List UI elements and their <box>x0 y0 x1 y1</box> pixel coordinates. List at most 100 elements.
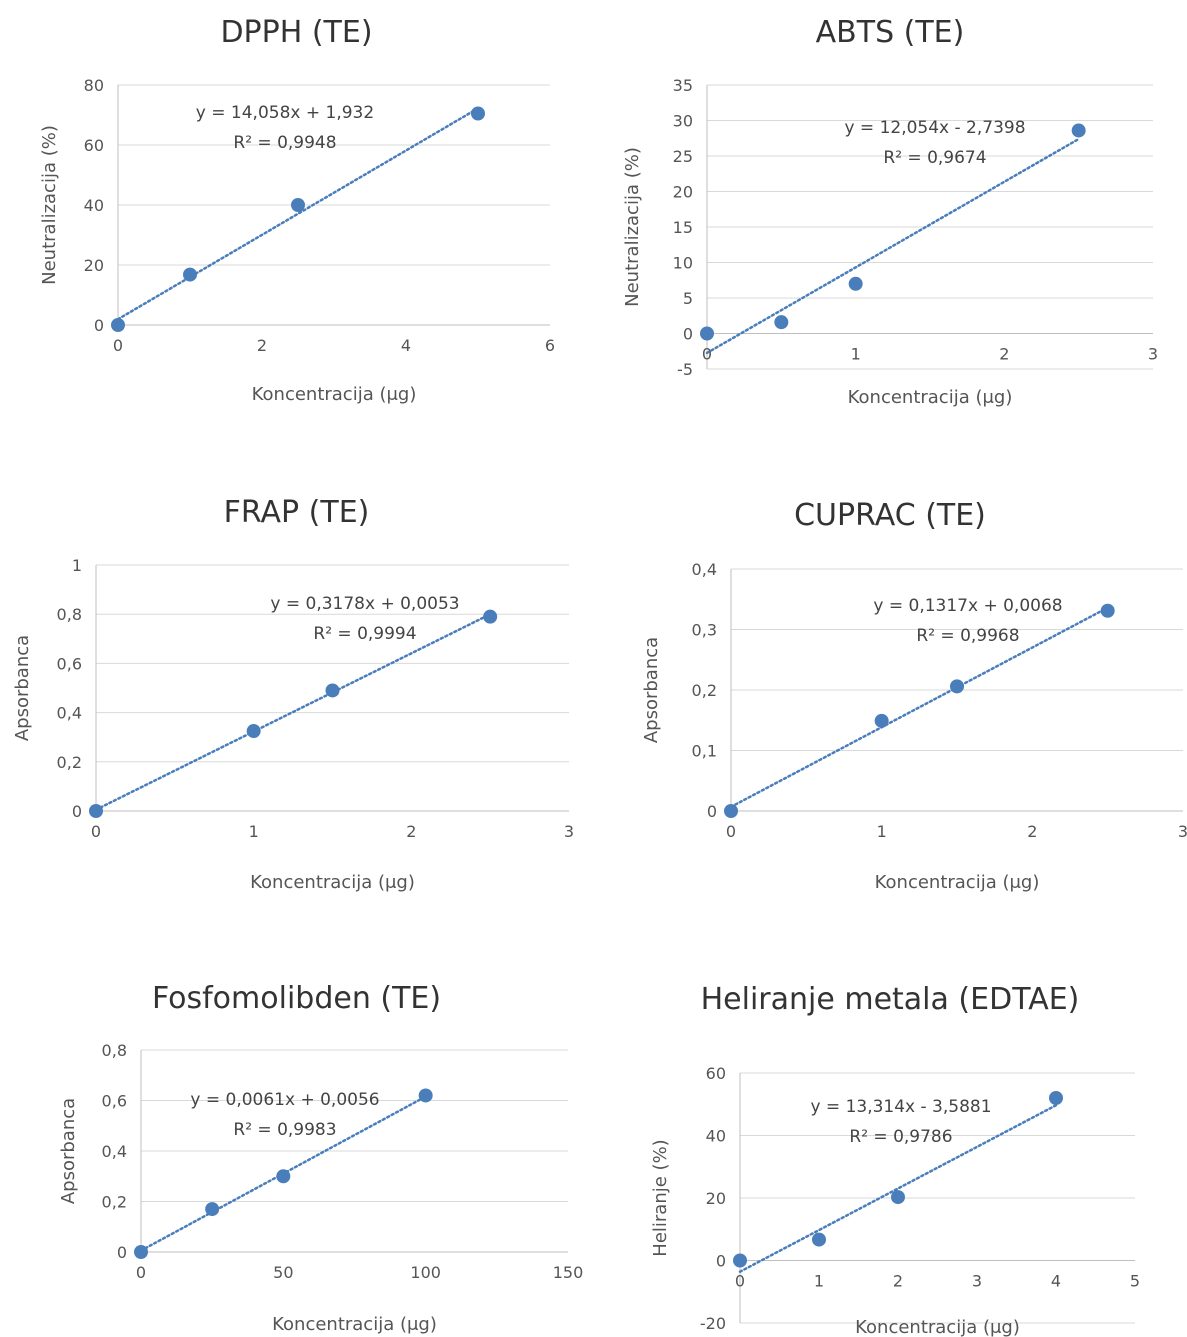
y-tick-label: 30 <box>673 112 693 131</box>
y-tick-label: 0 <box>117 1243 127 1262</box>
trendline <box>729 606 1109 809</box>
y-tick-label: 40 <box>706 1127 726 1146</box>
x-tick-label: 1 <box>249 822 259 841</box>
r-squared-label: R² = 0,9948 <box>233 133 336 153</box>
y-tick-label: 0 <box>683 325 693 344</box>
trendline <box>116 107 480 321</box>
x-tick-label: 0 <box>726 822 736 841</box>
chart-svg: FRAP (TE) 0 0,2 0,4 0,6 0,8 1 0 1 2 3 Koncentracija… <box>12 495 574 893</box>
data-point <box>1071 123 1086 138</box>
chart-svg: Fosfomolibden (TE) 0 0,2 0,4 0,6 0,8 0 50 100 150… <box>58 981 584 1335</box>
y-axis-label: Heliranje (%) <box>650 1139 671 1256</box>
y-tick-label: 0 <box>707 802 717 821</box>
y-tick-label: 40 <box>84 196 104 215</box>
data-point <box>724 804 738 818</box>
r-squared-label: R² = 0,9786 <box>849 1127 952 1147</box>
y-tick-label: 0,2 <box>692 681 717 700</box>
x-tick-label: 3 <box>1178 822 1187 841</box>
chart-abts: ABTS (TE)-5051015202530350123Koncentraci… <box>593 0 1187 420</box>
y-tick-label: 0,6 <box>57 654 82 673</box>
x-tick-label: 2 <box>893 1272 903 1291</box>
chart-cuprac: CUPRAC (TE) 0 0,1 0,2 0,3 0,4 0 1 2 3 Koncentracij… <box>593 480 1187 900</box>
r-squared-label: R² = 0,9983 <box>233 1120 336 1140</box>
chart-svg: Heliranje metala (EDTAE) -20 0 20 40 60 0 1 2 3 4 5… <box>650 982 1140 1337</box>
y-tick-label: 35 <box>673 76 693 95</box>
y-tick-label: 0,2 <box>57 753 82 772</box>
x-tick-label: 0 <box>136 1263 146 1282</box>
data-point <box>111 318 125 332</box>
x-axis-label: Koncentracija (μg) <box>252 384 417 405</box>
y-tick-label: 0,6 <box>102 1092 127 1111</box>
x-tick-label: 50 <box>273 1263 293 1282</box>
chart-title: FRAP (TE) <box>224 495 370 530</box>
y-tick-label: 20 <box>706 1189 726 1208</box>
chart-dpph: DPPH (TE) 0 20 40 60 80 0 2 4 6 Koncentracija (μg)… <box>0 0 593 420</box>
data-point <box>291 198 305 212</box>
data-point <box>483 609 498 624</box>
chart-title: DPPH (TE) <box>220 15 372 50</box>
x-tick-label: 2 <box>257 336 267 355</box>
data-point <box>183 267 197 282</box>
y-axis-label: Apsorbanca <box>58 1098 79 1204</box>
chart-svg: DPPH (TE) 0 20 40 60 80 0 2 4 6 Koncentracija (μg)… <box>39 15 555 405</box>
y-tick-label: 0,8 <box>57 605 82 624</box>
y-tick-label: 0,1 <box>692 742 717 761</box>
x-tick-label: 0 <box>735 1272 745 1291</box>
x-tick-label: 150 <box>553 1263 584 1282</box>
y-tick-label: 0,4 <box>102 1142 127 1161</box>
y-tick-label: 0 <box>72 802 82 821</box>
x-tick-label: 4 <box>401 336 411 355</box>
y-axis-label: Neutralizacija (%) <box>39 125 60 285</box>
x-tick-label: 3 <box>1148 345 1158 364</box>
y-tick-label: -5 <box>677 360 693 379</box>
y-tick-label: 0,4 <box>57 704 82 723</box>
chart-title: Fosfomolibden (TE) <box>152 981 441 1016</box>
x-tick-label: 0 <box>113 336 123 355</box>
y-tick-label: 0,2 <box>102 1193 127 1212</box>
x-tick-label: 3 <box>972 1272 982 1291</box>
data-point <box>418 1088 433 1103</box>
y-tick-label: 0,3 <box>692 621 717 640</box>
data-point <box>134 1245 148 1259</box>
x-tick-label: 2 <box>1027 822 1037 841</box>
data-point <box>471 106 485 121</box>
chart-heliranje: Heliranje metala (EDTAE) -20 0 20 40 60 0 1 2 3 4 5… <box>593 905 1187 1337</box>
y-tick-label: 0 <box>94 316 104 335</box>
x-axis-label: Koncentracija (μg) <box>848 387 1013 408</box>
chart-svg: CUPRAC (TE) 0 0,1 0,2 0,3 0,4 0 1 2 3 Koncentracij… <box>641 498 1187 893</box>
chart-fosfomolibden: Fosfomolibden (TE) 0 0,2 0,4 0,6 0,8 0 50 100 150… <box>0 905 593 1337</box>
chart-title: ABTS (TE) <box>816 15 965 50</box>
y-tick-label: 20 <box>673 183 693 202</box>
x-tick-label: 0 <box>91 822 101 841</box>
y-axis-label: Apsorbanca <box>12 635 33 741</box>
data-point <box>848 276 863 291</box>
x-tick-label: 1 <box>814 1272 824 1291</box>
trendline-equation: y = 14,058x + 1,932 <box>196 103 374 123</box>
trendline-equation: y = 12,054x - 2,7398 <box>844 118 1025 138</box>
r-squared-label: R² = 0,9674 <box>883 148 986 168</box>
trendline-equation: y = 0,3178x + 0,0053 <box>270 594 459 614</box>
y-tick-label: 20 <box>84 256 104 275</box>
y-tick-label: 1 <box>72 556 82 575</box>
trendline-equation: y = 13,314x - 3,5881 <box>810 1097 991 1117</box>
trendline <box>705 137 1080 355</box>
y-tick-label: 60 <box>84 136 104 155</box>
data-point <box>1100 603 1115 618</box>
data-point <box>950 679 964 694</box>
x-tick-label: 1 <box>851 345 861 364</box>
trendline <box>738 1104 1058 1273</box>
chart-svg: ABTS (TE)-5051015202530350123Koncentraci… <box>622 15 1158 408</box>
data-point <box>733 1253 747 1268</box>
x-axis-label: Koncentracija (μg) <box>272 1314 437 1335</box>
y-tick-label: 0,4 <box>692 560 717 579</box>
x-tick-label: 3 <box>564 822 574 841</box>
data-point <box>874 713 889 728</box>
x-axis-label: Koncentracija (μg) <box>250 872 415 893</box>
y-axis-label: Neutralizacija (%) <box>622 147 643 307</box>
trendline <box>94 612 492 811</box>
y-tick-label: 25 <box>673 147 693 166</box>
data-point <box>891 1190 905 1205</box>
data-point <box>205 1202 220 1217</box>
data-point <box>812 1232 826 1247</box>
trendline-equation: y = 0,0061x + 0,0056 <box>190 1090 379 1110</box>
